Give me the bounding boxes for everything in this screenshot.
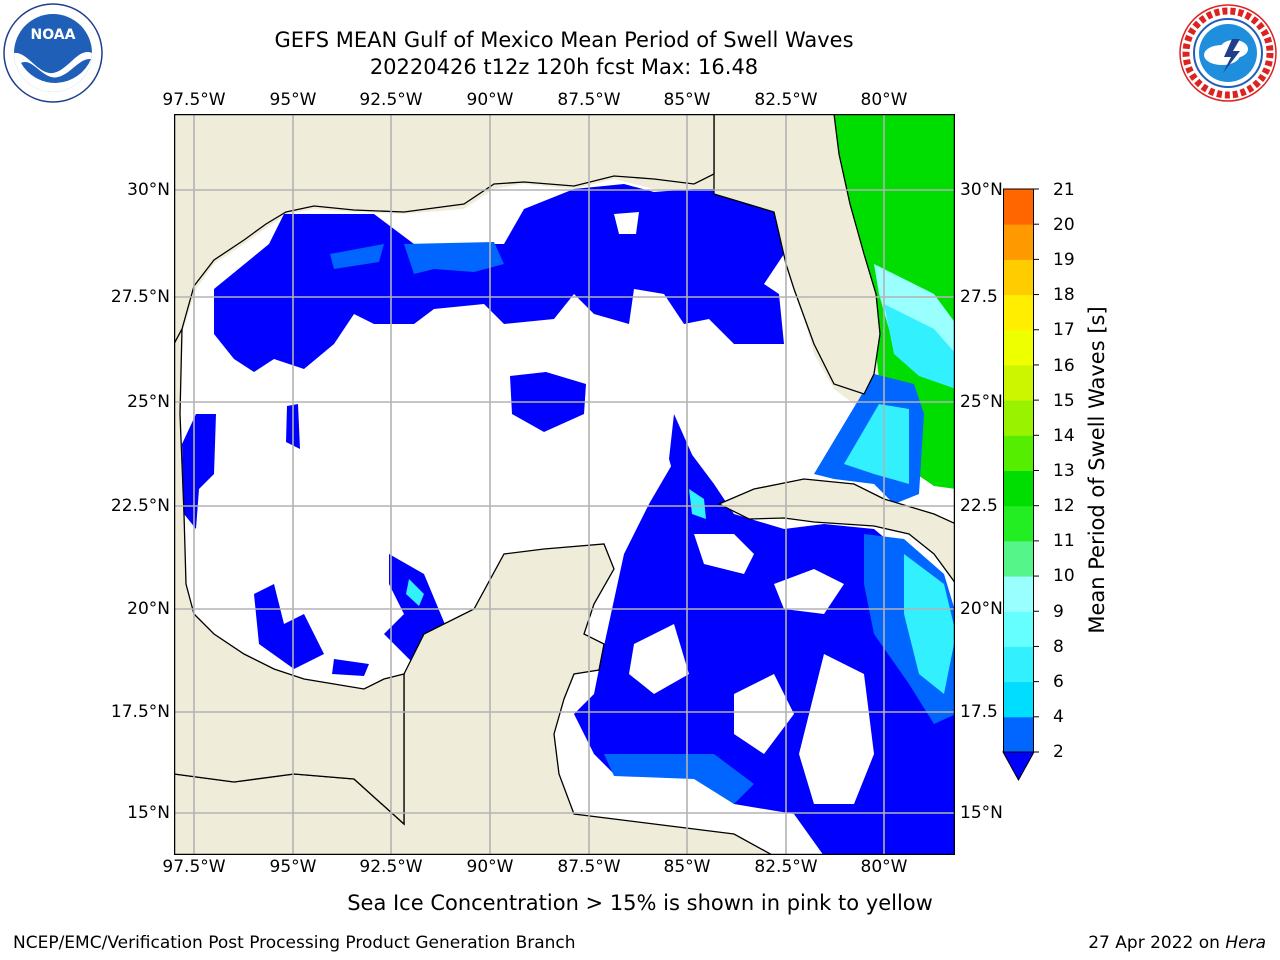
noaa-logo: NOAA: [3, 3, 103, 103]
lon-label-bottom: 87.5°W: [557, 857, 621, 877]
lon-label-bottom: 90°W: [466, 857, 514, 877]
lat-label-left: 20°N: [127, 599, 170, 619]
no-data-gaps: [474, 212, 874, 804]
lon-label-top: 85°W: [663, 90, 711, 110]
lat-label-right: 30°N: [960, 180, 1003, 200]
colorbar-tick-label: 13: [1053, 461, 1075, 481]
host-name: Hera: [1225, 933, 1266, 953]
colorbar-cells: [1003, 189, 1034, 753]
lon-label-top: 97.5°W: [162, 90, 226, 110]
colorbar-cell: [1003, 576, 1034, 612]
gulf-of-mexico-map: [174, 114, 955, 855]
colorbar-tick-label: 8: [1053, 637, 1064, 657]
colorbar-cell: [1003, 259, 1034, 296]
colorbar-cell: [1003, 364, 1034, 401]
colorbar-tick-label: 11: [1053, 531, 1075, 551]
lon-label-bottom: 95°W: [269, 857, 317, 877]
lat-label-left: 30°N: [127, 180, 170, 200]
colorbar-tick-label: 15: [1053, 391, 1075, 411]
generation-date: 27 Apr 2022 on Hera: [1088, 933, 1266, 953]
colorbar-tick-label: 17: [1053, 320, 1075, 340]
colorbar-tick-label: 10: [1053, 566, 1075, 586]
landmasses: [174, 114, 955, 855]
colorbar-cell: [1003, 400, 1034, 436]
lon-label-top: 90°W: [466, 90, 514, 110]
colorbar-title: Mean Period of Swell Waves [s]: [1085, 306, 1109, 634]
lat-label-right: 27.5: [960, 287, 998, 307]
sea-ice-note: Sea Ice Concentration > 15% is shown in …: [347, 891, 933, 915]
colorbar-tick-label: 19: [1053, 250, 1075, 270]
generation-date-text: 27 Apr 2022 on: [1088, 933, 1226, 953]
colorbar-cell: [1003, 470, 1034, 507]
lon-label-bottom: 85°W: [663, 857, 711, 877]
lat-label-right: 17.5: [960, 702, 998, 722]
colorbar-tick-label: 20: [1053, 215, 1075, 235]
lat-label-right: 25°N: [960, 392, 1003, 412]
colorbar-tick-label: 4: [1053, 707, 1064, 727]
colorbar-tick-label: 16: [1053, 356, 1075, 376]
lon-label-top: 92.5°W: [359, 90, 423, 110]
lon-label-top: 87.5°W: [557, 90, 621, 110]
colorbar-tick-label: 18: [1053, 285, 1075, 305]
swell-mid-period-patches: [330, 242, 955, 804]
colorbar-under-arrow: [1002, 751, 1035, 782]
nws-logo: [1179, 4, 1277, 102]
lat-label-right: 20°N: [960, 599, 1003, 619]
map-graticule: [174, 114, 955, 855]
lon-label-bottom: 82.5°W: [754, 857, 818, 877]
lat-label-left: 27.5°N: [110, 287, 170, 307]
map-frame: [174, 114, 955, 855]
lon-label-bottom: 92.5°W: [359, 857, 423, 877]
colorbar-cell: [1003, 681, 1034, 718]
lon-label-top: 82.5°W: [754, 90, 818, 110]
map-title: GEFS MEAN Gulf of Mexico Mean Period of …: [274, 28, 854, 52]
colorbar-cell: [1003, 716, 1034, 753]
colorbar-tick-label: 21: [1053, 180, 1075, 200]
lat-label-left: 25°N: [127, 392, 170, 412]
lon-label-top: 95°W: [269, 90, 317, 110]
lon-label-top: 80°W: [860, 90, 908, 110]
colorbar-tick-label: 12: [1053, 496, 1075, 516]
lat-label-left: 15°N: [127, 803, 170, 823]
colorbar-cell: [1003, 611, 1034, 647]
colorbar-cell: [1003, 435, 1034, 471]
colorbar-tick-label: 2: [1053, 742, 1064, 762]
colorbar: [1002, 188, 1039, 782]
colorbar-cell: [1003, 505, 1034, 542]
colorbar-tick-label: 6: [1053, 672, 1064, 692]
lat-label-right: 22.5: [960, 496, 998, 516]
lat-label-left: 22.5°N: [110, 496, 170, 516]
colorbar-cell: [1003, 224, 1034, 260]
noaa-logo-text: NOAA: [31, 27, 76, 43]
colorbar-tick-label: 9: [1053, 602, 1064, 622]
colorbar-tick-label: 14: [1053, 426, 1075, 446]
producer-credit: NCEP/EMC/Verification Post Processing Pr…: [13, 933, 576, 953]
lon-label-bottom: 97.5°W: [162, 857, 226, 877]
colorbar-cell: [1003, 294, 1034, 331]
lat-label-left: 17.5°N: [110, 702, 170, 722]
colorbar-cell: [1003, 189, 1034, 225]
map-subtitle-run: 20220426 t12z 120h fcst Max: 16.48: [369, 55, 759, 79]
colorbar-cell: [1003, 329, 1034, 366]
colorbar-cell: [1003, 540, 1034, 577]
colorbar-cell: [1003, 646, 1034, 683]
lon-label-bottom: 80°W: [860, 857, 908, 877]
lat-label-right: 15°N: [960, 803, 1003, 823]
colorbar-ticks: [1033, 188, 1039, 753]
